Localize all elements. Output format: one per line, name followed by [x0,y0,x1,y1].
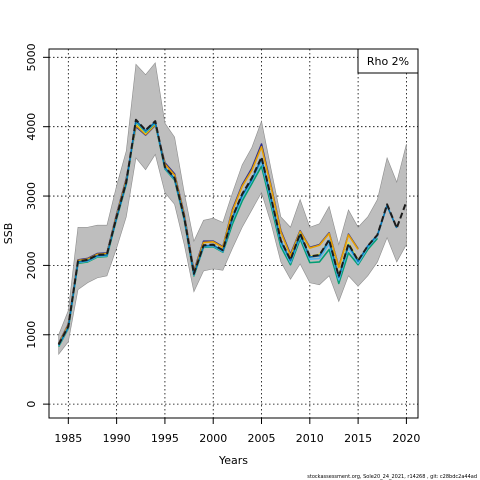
series-line-base [57,118,408,345]
x-tick-label-1995: 1995 [151,432,179,445]
series-lines [57,118,408,347]
x-tick-label-1990: 1990 [103,432,131,445]
y-axis-label: SSB [2,223,15,245]
legend: Rho 2% [357,48,419,74]
x-axis-label: Years [218,454,248,467]
y-tick-label-2000: 2000 [25,251,38,279]
y-tick-label-0: 0 [25,401,38,408]
y-tick-label-1000: 1000 [25,321,38,349]
x-tick-label-2015: 2015 [344,432,372,445]
y-axis: 0 1000 2000 3000 4000 5000 [25,43,50,408]
x-tick-label-1985: 1985 [54,432,82,445]
x-tick-label-2005: 2005 [248,432,276,445]
x-tick-label-2010: 2010 [296,432,324,445]
legend-label: Rho 2% [367,55,409,68]
legend-box [357,48,419,74]
footer-credit: stockassessment.org, Sole20_24_2021, r14… [307,474,477,480]
x-axis: 1985 1990 1995 2000 2005 2010 2015 2020 [54,417,420,445]
y-tick-label-4000: 4000 [25,113,38,141]
x-tick-label-2000: 2000 [199,432,227,445]
y-tick-label-3000: 3000 [25,182,38,210]
x-tick-label-2020: 2020 [392,432,420,445]
y-tick-label-5000: 5000 [25,43,38,71]
